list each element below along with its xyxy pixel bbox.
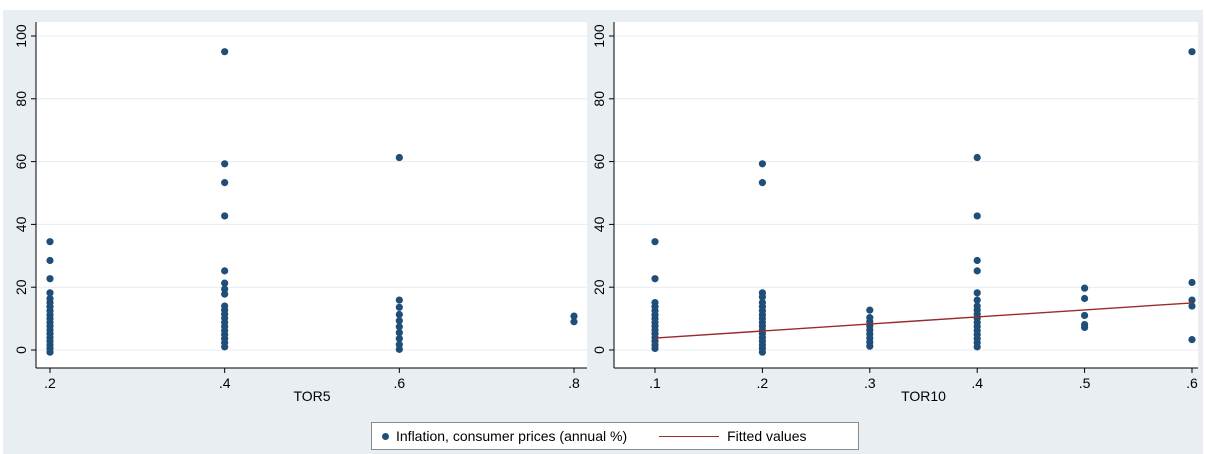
data-point-left-23 [221,267,229,275]
y-tick-label-left-0: 0 [13,346,29,354]
legend-line-label: Fitted values [727,428,807,444]
data-point-right-42 [973,153,981,162]
y-tick-label-left-100: 100 [13,24,29,48]
data-point-right-41 [866,342,874,350]
data-point-right-61 [1081,311,1089,320]
data-point-right-18 [758,293,767,301]
data-point-right-45 [973,267,981,275]
data-point-right-58 [973,343,981,351]
data-point-right-1 [651,275,659,283]
y-tick-label-left-80: 80 [13,91,29,107]
data-point-right-67 [1188,302,1196,310]
data-point-right-66 [1188,296,1196,304]
data-point-left-21 [221,179,229,187]
legend-line-marker [659,435,720,437]
data-point-right-0 [651,238,659,246]
x-tick-label-right-5: .6 [1186,375,1198,391]
data-point-left-2 [46,275,54,283]
data-point-right-47 [973,296,981,304]
y-tick-label-right-60: 60 [591,154,607,170]
data-point-right-65 [1188,278,1196,287]
data-point-right-59 [1081,284,1089,292]
y-tick-label-left-60: 60 [13,154,29,170]
data-point-left-44 [395,329,403,337]
plot-area-left [36,22,587,368]
data-point-left-48 [570,312,578,320]
data-point-right-32 [758,348,767,356]
data-point-left-40 [395,303,403,311]
data-point-left-42 [395,317,403,325]
x-tick-label-right-0: .1 [649,375,661,391]
data-point-right-64 [1188,48,1196,56]
data-point-left-0 [46,238,54,246]
data-point-left-3 [46,289,54,297]
data-point-left-26 [221,290,229,298]
data-point-right-16 [758,179,767,187]
x-tick-label-left-2: .6 [393,375,405,391]
data-point-left-20 [221,160,229,168]
legend: Inflation, consumer prices (annual %) Fi… [371,422,859,450]
data-point-left-47 [395,345,403,353]
x-tick-label-right-2: .3 [864,375,876,391]
x-tick-label-left-1: .4 [219,375,231,391]
y-tick-label-right-0: 0 [591,346,607,354]
x-tick-label-left-0: .2 [44,375,56,391]
y-tick-label-left-20: 20 [13,279,29,295]
data-point-right-68 [1188,336,1196,344]
data-point-right-43 [973,212,981,220]
data-point-left-1 [46,256,54,265]
data-point-left-41 [395,310,403,319]
y-tick-label-right-100: 100 [591,24,607,48]
y-tick-label-right-40: 40 [591,216,607,232]
data-point-right-63 [1081,323,1089,331]
plot-area-right [614,22,1198,368]
data-point-left-22 [221,212,229,220]
data-point-left-25 [221,285,229,293]
data-point-left-18 [46,348,54,356]
legend-scatter-label: Inflation, consumer prices (annual %) [396,428,628,444]
data-point-right-33 [866,306,874,314]
y-tick-label-left-40: 40 [13,216,29,232]
data-point-left-38 [395,153,403,162]
data-point-right-14 [651,344,659,353]
legend-scatter-marker [382,432,389,440]
data-point-right-60 [1081,294,1089,303]
data-point-left-37 [221,343,229,351]
data-point-left-43 [395,323,403,331]
data-point-right-44 [973,256,981,265]
x-tick-label-right-3: .4 [971,375,983,391]
x-tick-label-right-1: .2 [757,375,769,391]
x-tick-label-right-4: .5 [1079,375,1091,391]
data-point-left-39 [395,296,403,304]
x-tick-label-left-3: .8 [568,375,580,391]
x-axis-title-left: TOR5 [293,388,330,404]
fitted-line-right [654,302,1193,339]
x-axis-title-right: TOR10 [901,388,946,404]
data-point-right-15 [758,160,767,168]
y-tick-label-right-80: 80 [591,91,607,107]
data-point-left-19 [221,48,229,56]
data-point-left-45 [395,335,403,343]
y-tick-label-right-20: 20 [591,279,607,295]
data-point-right-46 [973,289,981,297]
data-point-left-49 [570,318,578,326]
data-point-left-24 [221,279,229,287]
